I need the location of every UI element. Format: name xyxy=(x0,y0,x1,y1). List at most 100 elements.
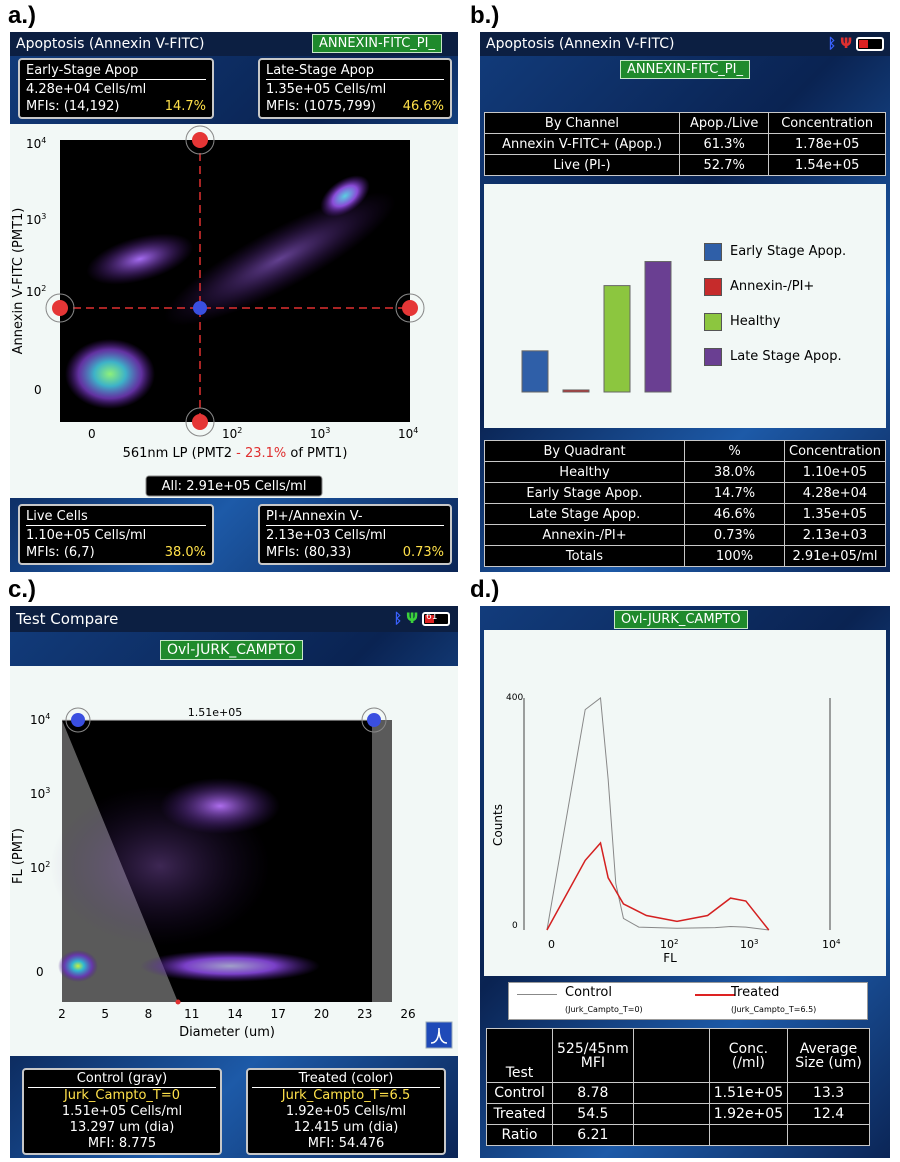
gate-handle-ring xyxy=(395,293,425,323)
y-tick-zero: 0 xyxy=(512,921,518,931)
table-cell: 1.92e+05 xyxy=(708,1103,789,1125)
pi-annexin-box[interactable]: PI+/Annexin V- 2.13e+03 Cells/ml MFIs: (… xyxy=(258,504,452,565)
population-debris xyxy=(58,950,98,982)
treated-stats-box[interactable]: Treated (color) Jurk_Campto_T=6.5 1.92e+… xyxy=(246,1068,446,1155)
bluetooth-icon: ᛒ xyxy=(393,611,403,627)
legend-item: Healthy xyxy=(704,304,846,339)
x-axis-label: Diameter (um) xyxy=(179,1025,275,1040)
population-cells-low xyxy=(140,950,320,982)
table-header: Test xyxy=(486,1028,553,1083)
y-axis-label: Annexin V-FITC (PMT1) xyxy=(11,208,26,355)
gate-count-label: 1.51e+05 xyxy=(188,706,242,719)
gate-handle-right[interactable] xyxy=(402,300,418,316)
protocol-tag[interactable]: Ovl-JURK_CAMPTO xyxy=(160,640,303,660)
late-apop-box[interactable]: Late-Stage Apop 1.35e+05 Cells/ml MFIs: … xyxy=(258,58,452,119)
control-conc: 1.51e+05 Cells/ml xyxy=(61,1104,183,1119)
compare-table: Test 525/45nm MFI Conc. (/ml) Average Si… xyxy=(486,1028,870,1146)
control-mfi: MFI: 8.775 xyxy=(87,1136,157,1151)
gate-handle-right[interactable] xyxy=(367,713,381,727)
bluetooth-icon: ᛒ xyxy=(827,36,837,52)
mfi-label: MFIs: xyxy=(26,545,60,560)
table-cell: 61.3% xyxy=(678,133,770,155)
pi-annexin-conc: 2.13e+03 Cells/ml xyxy=(266,528,387,543)
gate-handle-ring xyxy=(185,125,215,155)
protocol-tag[interactable]: Ovl-JURK_CAMPTO xyxy=(614,610,748,629)
gate-handle-top[interactable] xyxy=(192,132,208,148)
legend-item: Annexin-/PI+ xyxy=(704,269,846,304)
histogram-area: 400 0 Counts 0 102 103 104 FL xyxy=(484,630,886,976)
early-apop-box[interactable]: Early-Stage Apop 4.28e+04 Cells/ml MFIs:… xyxy=(18,58,214,119)
gate-handle-ring xyxy=(185,407,215,437)
scatter-plot-a[interactable]: 104 103 102 0 0 102 103 104 Annexin V-FI… xyxy=(10,124,458,498)
legend-control-sub: (Jurk_Campto_T=0) xyxy=(565,1005,643,1014)
series-treated xyxy=(546,841,770,931)
scatter-plot-c[interactable]: 1.51e+05 104 103 102 0 2 5 8 11 14 17 20 23 26 F… xyxy=(10,666,458,1056)
y-tick: 103 xyxy=(30,786,50,801)
protocol-tag[interactable]: ANNEXIN-FITC_PI_ xyxy=(312,34,442,53)
gate-handle-left[interactable] xyxy=(71,713,85,727)
legend-treated: Treated xyxy=(731,985,780,1000)
gate-anchor-point[interactable] xyxy=(175,999,181,1005)
y-tick: 0 xyxy=(36,965,44,979)
late-apop-pct: 46.6% xyxy=(402,99,444,114)
late-apop-title: Late-Stage Apop xyxy=(266,63,375,78)
table-cell: 46.6% xyxy=(684,503,785,525)
window-title: Test Compare xyxy=(10,606,458,632)
x-tick: 14 xyxy=(227,1007,242,1021)
table-cell: Annexin-/PI+ xyxy=(484,524,685,546)
panel-d-screen: Ovl-JURK_CAMPTO 400 0 Counts 0 102 103 1… xyxy=(480,606,890,1158)
live-cells-box[interactable]: Live Cells 1.10e+05 Cells/ml MFIs: (6,7)… xyxy=(18,504,214,565)
mfi-label: MFIs: xyxy=(266,99,300,114)
live-cells-conc: 1.10e+05 Cells/ml xyxy=(26,528,147,543)
window-title: Apoptosis (Annexin V-FITC) xyxy=(480,32,890,56)
table-header: Apop./Live xyxy=(678,112,770,134)
x-tick: 104 xyxy=(398,426,418,441)
panel-label-a: a.) xyxy=(8,2,37,29)
table-cell: 2.91e+05/ml xyxy=(784,545,886,567)
table-cell: 1.35e+05 xyxy=(784,503,886,525)
table-cell: 100% xyxy=(684,545,785,567)
bar-4 xyxy=(644,261,672,393)
usb-icon: Ψ xyxy=(840,36,852,52)
panel-label-b: b.) xyxy=(470,2,500,29)
table-cell: 1.54e+05 xyxy=(768,154,886,176)
gate-center-handle[interactable] xyxy=(193,301,207,315)
table-cell: 12.4 xyxy=(787,1103,870,1125)
y-axis-label: Counts xyxy=(491,804,505,846)
population-scatter xyxy=(50,786,270,946)
table-cell: Live (PI-) xyxy=(484,154,680,176)
table-cell: 8.78 xyxy=(552,1082,634,1104)
treated-conc: 1.92e+05 Cells/ml xyxy=(285,1104,407,1119)
legend-label: Annexin-/PI+ xyxy=(730,279,815,294)
control-stats-box[interactable]: Control (gray) Jurk_Campto_T=0 1.51e+05 … xyxy=(22,1068,222,1155)
population-early xyxy=(86,233,194,285)
control-name: Jurk_Campto_T=0 xyxy=(63,1088,181,1103)
bar-2 xyxy=(562,389,590,393)
legend-swatch xyxy=(704,277,722,296)
x-tick: 5 xyxy=(101,1007,109,1021)
protocol-tag[interactable]: ANNEXIN-FITC_PI_ xyxy=(620,60,750,79)
y-tick: 0 xyxy=(34,383,42,397)
table-cell: Late Stage Apop. xyxy=(484,503,685,525)
gate-handle-ring xyxy=(45,293,75,323)
battery-icon: 61 xyxy=(422,612,450,626)
battery-icon xyxy=(856,37,884,51)
x-tick: 103 xyxy=(740,938,758,951)
treated-line-swatch xyxy=(695,994,735,996)
histogram-legend: Control (Jurk_Campto_T=0) Treated (Jurk_… xyxy=(508,982,868,1020)
x-tick: 26 xyxy=(400,1007,415,1021)
population-healthy xyxy=(65,339,155,409)
bar-1 xyxy=(521,350,549,393)
legend-label: Late Stage Apop. xyxy=(730,349,842,364)
control-dia: 13.297 um (dia) xyxy=(69,1120,175,1135)
gate-handle-left[interactable] xyxy=(52,300,68,316)
late-apop-mfi: (1075,799) xyxy=(303,99,377,114)
table-cell xyxy=(787,1124,870,1146)
legend-item: Late Stage Apop. xyxy=(704,339,846,374)
table-cell xyxy=(632,1124,710,1146)
histogram-plot[interactable]: 400 0 Counts 0 102 103 104 FL xyxy=(484,630,886,976)
gate-handle-bottom[interactable] xyxy=(192,414,208,430)
live-cells-pct: 38.0% xyxy=(164,545,206,560)
y-tick: 104 xyxy=(30,712,50,727)
histogram-toggle-button[interactable] xyxy=(425,1021,453,1049)
